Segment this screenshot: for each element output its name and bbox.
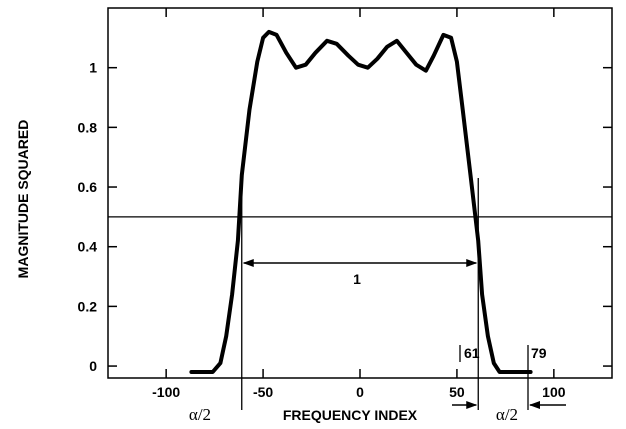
- x-tick-label: 50: [449, 384, 465, 400]
- y-tick-label: 0.4: [78, 239, 98, 255]
- x-tick-label: 0: [356, 384, 364, 400]
- x-tick-labels: -100 -50 0 50 100: [152, 384, 566, 400]
- annotation-arrows: [242, 259, 566, 409]
- y-tick-label: 0: [89, 358, 97, 374]
- alpha-half-label-right: α/2: [496, 405, 518, 424]
- bandwidth-label: 1: [353, 271, 361, 287]
- alpha-half-label-left: α/2: [189, 405, 211, 424]
- y-tick-label: 1: [89, 60, 97, 76]
- arrow-head: [529, 401, 540, 409]
- arrow-head: [466, 259, 478, 267]
- x-tick-label: -100: [152, 384, 180, 400]
- y-tick-label: 0.8: [78, 119, 98, 135]
- y-tick-labels: 0 0.2 0.4 0.6 0.8 1: [78, 60, 98, 374]
- y-tick-label: 0.6: [78, 179, 98, 195]
- reference-lines: [108, 178, 612, 410]
- y-axis-title: MAGNITUDE SQUARED: [15, 120, 31, 279]
- x-axis-title: FREQUENCY INDEX: [283, 407, 418, 423]
- tick-marks: [108, 8, 612, 378]
- x-tick-label: 100: [542, 384, 566, 400]
- arrow-head: [242, 259, 254, 267]
- y-tick-label: 0.2: [78, 298, 98, 314]
- edge-label-61: 61: [464, 345, 480, 361]
- x-tick-label: -50: [253, 384, 273, 400]
- arrow-head: [466, 401, 478, 409]
- magnitude-curve: [189, 29, 533, 374]
- edge-label-79: 79: [531, 345, 547, 361]
